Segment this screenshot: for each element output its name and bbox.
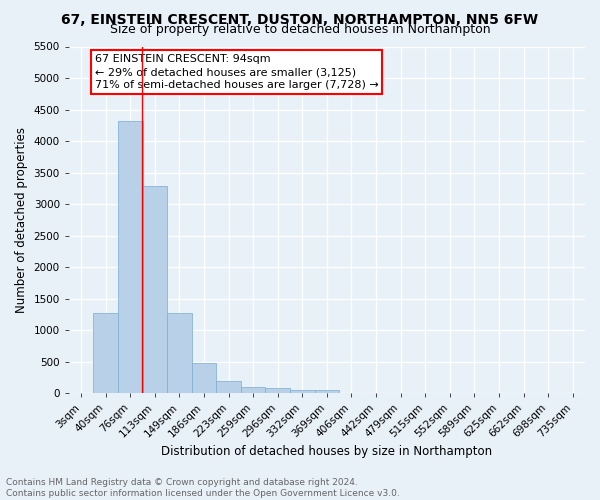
Bar [241,387,265,393]
Text: Size of property relative to detached houses in Northampton: Size of property relative to detached ho… [110,22,490,36]
Text: 67, EINSTEIN CRESCENT, DUSTON, NORTHAMPTON, NN5 6FW: 67, EINSTEIN CRESCENT, DUSTON, NORTHAMPT… [61,12,539,26]
Bar [118,121,143,393]
X-axis label: Distribution of detached houses by size in Northampton: Distribution of detached houses by size … [161,444,493,458]
Bar [290,390,314,393]
Text: 67 EINSTEIN CRESCENT: 94sqm
← 29% of detached houses are smaller (3,125)
71% of : 67 EINSTEIN CRESCENT: 94sqm ← 29% of det… [95,54,379,90]
Text: Contains HM Land Registry data © Crown copyright and database right 2024.
Contai: Contains HM Land Registry data © Crown c… [6,478,400,498]
Bar [192,363,217,393]
Y-axis label: Number of detached properties: Number of detached properties [15,127,28,313]
Bar [217,381,241,393]
Bar [265,388,290,393]
Bar [167,312,192,393]
Bar [94,313,118,393]
Bar [143,186,167,393]
Bar [314,390,339,393]
